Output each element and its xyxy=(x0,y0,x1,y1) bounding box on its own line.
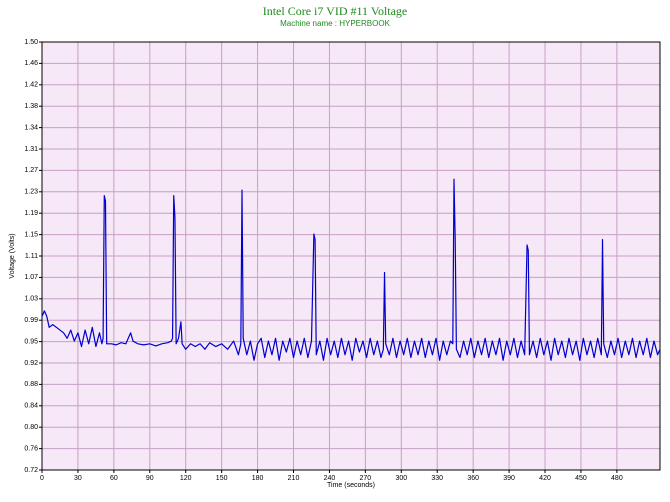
plot-border xyxy=(41,41,661,471)
x-tick-label: 210 xyxy=(288,475,300,482)
y-tick-label: 1.34 xyxy=(24,124,38,131)
y-tick-label: 0.76 xyxy=(24,445,38,452)
x-tick-label: 240 xyxy=(324,475,336,482)
y-tick-label: 1.31 xyxy=(24,146,38,153)
x-tick-label: 60 xyxy=(110,475,118,482)
x-tick-label: 90 xyxy=(146,475,154,482)
chart-title: Intel Core i7 VID #11 Voltage xyxy=(263,4,408,18)
y-tick-label: 0.95 xyxy=(24,338,38,345)
x-tick-label: 480 xyxy=(611,475,623,482)
y-tick-label: 0.72 xyxy=(24,467,38,474)
y-tick-label: 1.23 xyxy=(24,189,38,196)
y-tick-label: 1.15 xyxy=(24,231,38,238)
data-line xyxy=(41,178,661,361)
x-tick-label: 420 xyxy=(539,475,551,482)
y-tick-label: 1.50 xyxy=(24,39,38,46)
x-tick-label: 450 xyxy=(575,475,587,482)
x-tick-label: 0 xyxy=(40,475,44,482)
x-tick-label: 330 xyxy=(431,475,443,482)
chart-subtitle: Machine name : HYPERBOOK xyxy=(280,19,390,28)
x-tick-label: 360 xyxy=(467,475,479,482)
y-tick-label: 1.46 xyxy=(24,60,38,67)
x-tick-label: 120 xyxy=(180,475,192,482)
y-tick-label: 1.03 xyxy=(24,296,38,303)
y-tick-label: 0.80 xyxy=(24,424,38,431)
y-tick-label: 1.07 xyxy=(24,274,38,281)
y-tick-label: 1.19 xyxy=(24,210,38,217)
y-tick-label: 0.99 xyxy=(24,317,38,324)
y-tick-label: 1.11 xyxy=(25,253,38,260)
x-tick-label: 30 xyxy=(74,475,82,482)
x-tick-label: 270 xyxy=(360,475,372,482)
x-tick-label: 150 xyxy=(216,475,228,482)
x-tick-label: 390 xyxy=(503,475,515,482)
y-tick-label: 0.84 xyxy=(24,403,38,410)
y-axis-label: Voltage (Volts) xyxy=(9,233,16,278)
y-tick-label: 0.92 xyxy=(24,360,38,367)
y-tick-label: 1.38 xyxy=(24,103,38,110)
y-tick-label: 1.27 xyxy=(24,167,38,174)
x-axis-label: Time (seconds) xyxy=(327,482,375,489)
y-tick-label: 1.42 xyxy=(24,82,38,89)
x-tick-label: 180 xyxy=(252,475,264,482)
y-tick-label: 0.88 xyxy=(24,381,38,388)
x-tick-label: 300 xyxy=(395,475,407,482)
